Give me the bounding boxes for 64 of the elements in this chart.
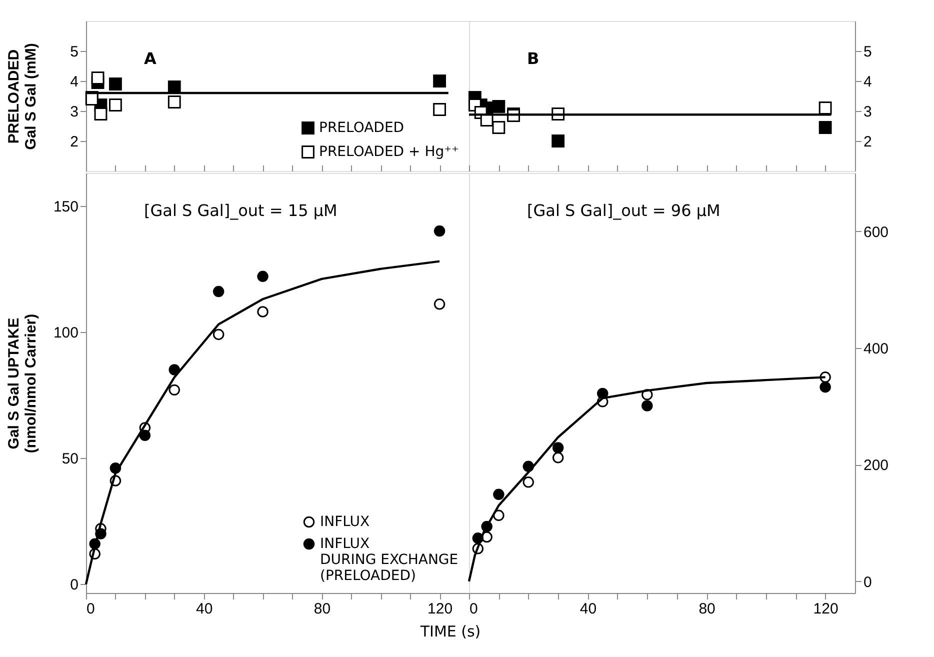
point bbox=[552, 442, 564, 454]
y-tick-label: 5 bbox=[70, 44, 78, 60]
point bbox=[168, 364, 180, 376]
x-tick-label: 80 bbox=[698, 600, 716, 618]
x-tick-label: 80 bbox=[314, 600, 331, 618]
legend-label: INFLUX bbox=[320, 514, 370, 530]
y2-tick-label: 0 bbox=[864, 574, 872, 591]
annotation: A bbox=[144, 49, 157, 68]
y2-tick-label: 2 bbox=[864, 134, 872, 150]
y2-tick-label: 3 bbox=[864, 104, 872, 120]
x-tick-label: 0 bbox=[86, 600, 95, 618]
point bbox=[109, 78, 122, 90]
legend-label: INFLUX DURING EXCHANGE (PRELOADED) bbox=[320, 536, 458, 584]
y2-tick-label: 5 bbox=[864, 44, 872, 60]
point bbox=[212, 286, 224, 298]
y-tick-label: 2 bbox=[70, 134, 78, 150]
point bbox=[433, 74, 446, 88]
y-tick-label: 0 bbox=[70, 576, 78, 594]
point bbox=[434, 225, 446, 237]
y-axis-title: PRELOADED Gal S Gal (mM) bbox=[6, 43, 40, 150]
x-tick-label: 40 bbox=[580, 600, 597, 618]
point bbox=[94, 108, 108, 120]
point bbox=[433, 103, 446, 116]
y2-tick-label: 400 bbox=[864, 340, 889, 358]
point bbox=[168, 80, 181, 94]
point bbox=[493, 510, 504, 522]
y-tick-label: 3 bbox=[70, 104, 78, 120]
point bbox=[596, 388, 608, 400]
x-tick-label: 0 bbox=[470, 600, 478, 618]
x-tick-label: 40 bbox=[196, 600, 213, 618]
point bbox=[257, 270, 268, 282]
point bbox=[818, 121, 832, 134]
y2-tick-label: 600 bbox=[864, 224, 889, 241]
y-axis-title: Gal S Gal UPTAKE (nmol/nmol Carrier) bbox=[6, 314, 40, 454]
y-tick-label: 4 bbox=[70, 74, 78, 90]
point bbox=[168, 384, 180, 396]
y-tick-label: 150 bbox=[53, 198, 78, 216]
y-tick-label: 100 bbox=[53, 324, 78, 342]
point bbox=[642, 400, 653, 412]
point bbox=[212, 328, 224, 340]
point bbox=[139, 430, 151, 441]
point bbox=[552, 134, 565, 148]
point bbox=[493, 488, 504, 500]
legend-label: PRELOADED + Hg⁺⁺ bbox=[319, 144, 459, 160]
x-tick-label: 120 bbox=[428, 600, 453, 618]
point bbox=[257, 306, 268, 318]
annotation: [Gal S Gal]_out = 96 µM bbox=[527, 201, 720, 220]
point bbox=[91, 72, 104, 84]
y-tick-label: 50 bbox=[62, 450, 78, 468]
point bbox=[492, 100, 506, 113]
point bbox=[522, 476, 534, 488]
annotation: [Gal S Gal]_out = 15 µM bbox=[144, 201, 338, 220]
point bbox=[109, 98, 122, 112]
x-axis-title: TIME (s) bbox=[419, 622, 481, 640]
point bbox=[168, 96, 181, 108]
annotation: B bbox=[527, 49, 540, 68]
point bbox=[820, 381, 831, 393]
y2-tick-label: 200 bbox=[864, 457, 889, 474]
legend-label: PRELOADED bbox=[319, 120, 404, 136]
point bbox=[492, 121, 506, 134]
point bbox=[434, 298, 446, 310]
y2-tick-label: 4 bbox=[864, 74, 872, 90]
x-tick-label: 120 bbox=[813, 600, 838, 618]
point bbox=[552, 452, 564, 464]
